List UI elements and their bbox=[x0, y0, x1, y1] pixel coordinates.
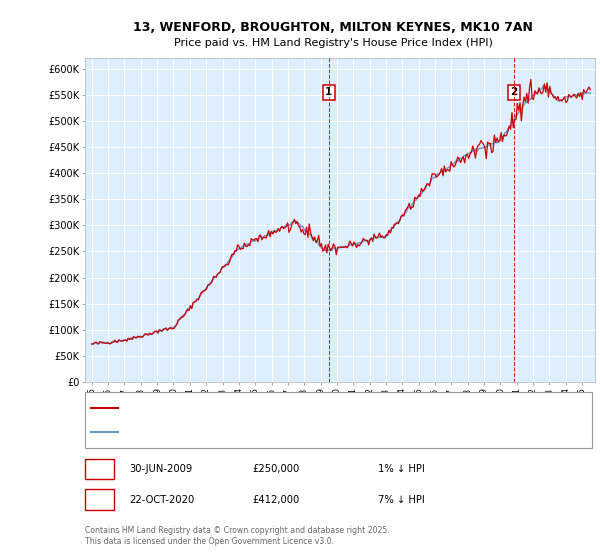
Text: Price paid vs. HM Land Registry's House Price Index (HPI): Price paid vs. HM Land Registry's House … bbox=[173, 38, 493, 48]
Text: 2: 2 bbox=[511, 87, 518, 97]
Text: £250,000: £250,000 bbox=[252, 464, 299, 474]
Text: HPI: Average price, detached house, Milton Keynes: HPI: Average price, detached house, Milt… bbox=[121, 428, 352, 437]
Text: 22-OCT-2020: 22-OCT-2020 bbox=[129, 494, 194, 505]
Text: 13, WENFORD, BROUGHTON, MILTON KEYNES, MK10 7AN: 13, WENFORD, BROUGHTON, MILTON KEYNES, M… bbox=[133, 21, 533, 34]
Text: 1: 1 bbox=[325, 87, 332, 97]
Text: Contains HM Land Registry data © Crown copyright and database right 2025.
This d: Contains HM Land Registry data © Crown c… bbox=[85, 526, 390, 546]
Text: 1: 1 bbox=[96, 464, 103, 474]
Text: 30-JUN-2009: 30-JUN-2009 bbox=[129, 464, 192, 474]
Text: 13, WENFORD, BROUGHTON, MILTON KEYNES, MK10 7AN (detached house): 13, WENFORD, BROUGHTON, MILTON KEYNES, M… bbox=[121, 403, 461, 412]
Text: 1% ↓ HPI: 1% ↓ HPI bbox=[378, 464, 425, 474]
Text: 7% ↓ HPI: 7% ↓ HPI bbox=[378, 494, 425, 505]
Text: £412,000: £412,000 bbox=[252, 494, 299, 505]
Text: 2: 2 bbox=[96, 494, 103, 505]
